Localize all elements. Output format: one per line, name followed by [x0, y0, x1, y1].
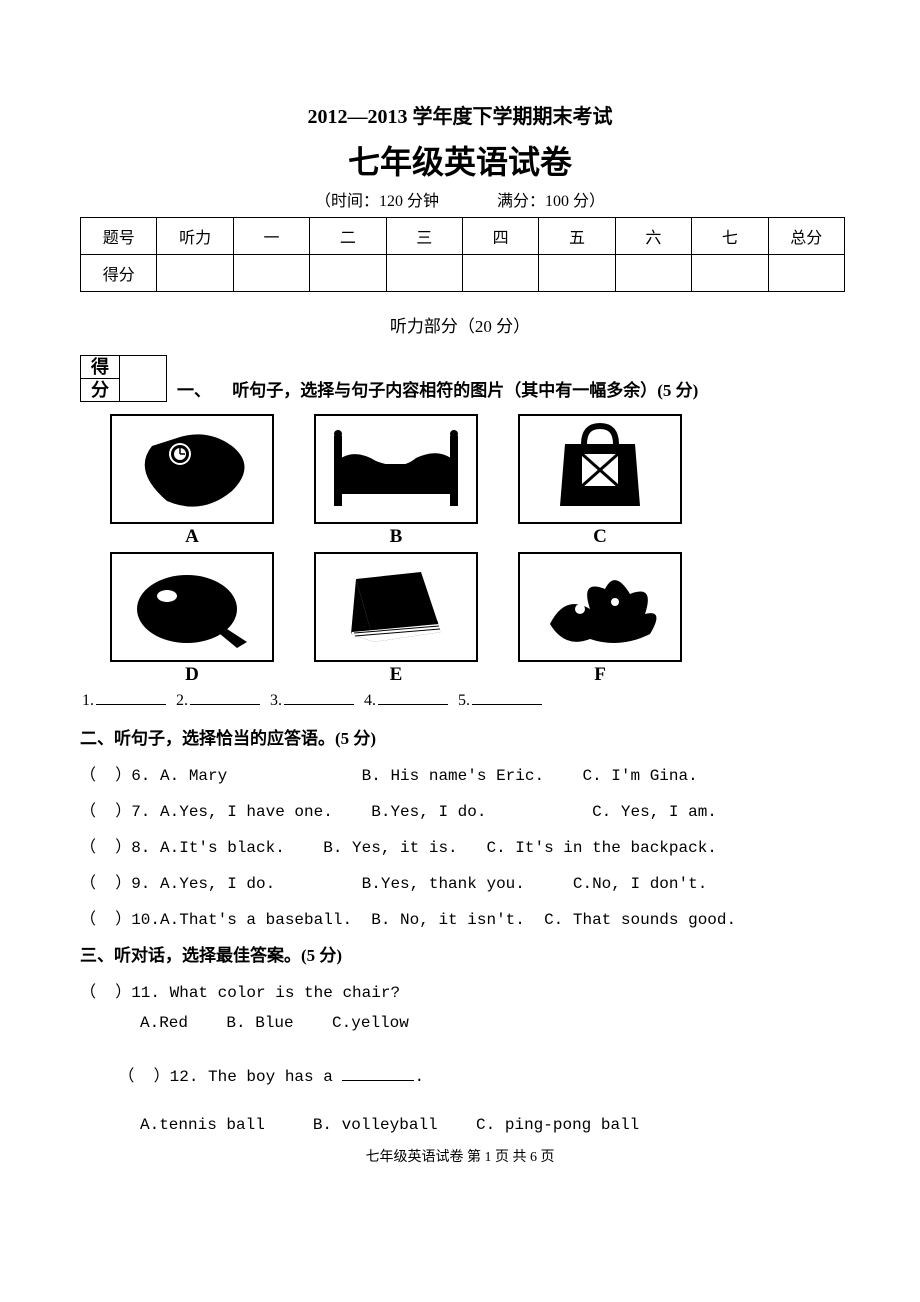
blank-input[interactable]	[472, 690, 542, 705]
td-blank[interactable]	[768, 255, 844, 292]
fullmarks-label: 满分：100 分）	[497, 193, 605, 210]
th: 总分	[768, 218, 844, 255]
bag-icon	[520, 416, 680, 522]
blank-input[interactable]	[96, 690, 166, 705]
image-cell-f: F	[518, 552, 682, 686]
exam-page: 2012—2013 学年度下学期期末考试 七年级英语试卷 （时间：120 分钟 …	[0, 0, 920, 1302]
th: 四	[462, 218, 538, 255]
td-blank[interactable]	[539, 255, 615, 292]
q2-item: （ ）10.A.That's a baseball. B. No, it isn…	[80, 905, 840, 929]
blank-label: 3.	[270, 692, 282, 709]
picture-book	[314, 552, 478, 662]
q2-item: （ ）9. A.Yes, I do. B.Yes, thank you. C.N…	[80, 869, 840, 893]
header-meta: （时间：120 分钟 满分：100 分）	[80, 187, 840, 211]
answer-blanks: 1. 2. 3. 4. 5.	[82, 690, 840, 710]
q1-heading: 一、 听句子，选择与句子内容相符的图片（其中有一幅多余）(5 分)	[177, 376, 698, 402]
td-blank[interactable]	[462, 255, 538, 292]
q12-line: （ ）12. The boy has a .	[80, 1044, 840, 1104]
th: 一	[233, 218, 309, 255]
q2-heading: 二、听句子，选择恰当的应答语。(5 分)	[80, 724, 840, 749]
q1-row: 得 分 一、 听句子，选择与句子内容相符的图片（其中有一幅多余）(5 分)	[80, 355, 840, 402]
q1-text: 听句子，选择与句子内容相符的图片（其中有一幅多余）(5 分)	[232, 381, 698, 400]
td-label: 得分	[81, 255, 157, 292]
image-cell-d: D	[110, 552, 274, 686]
th: 二	[310, 218, 386, 255]
td-blank[interactable]	[692, 255, 768, 292]
image-cell-a: A	[110, 414, 274, 548]
picture-bed	[314, 414, 478, 524]
blank-input[interactable]	[284, 690, 354, 705]
header-title: 2012—2013 学年度下学期期末考试	[80, 100, 840, 129]
plant-icon	[520, 554, 680, 660]
th: 六	[615, 218, 691, 255]
q3-heading: 三、听对话，选择最佳答案。(5 分)	[80, 941, 840, 966]
q2-item: （ ）6. A. Mary B. His name's Eric. C. I'm…	[80, 761, 840, 785]
picture-watch	[110, 414, 274, 524]
mini-score-box: 得 分	[80, 355, 167, 402]
q12-pre: （ ）12. The boy has a	[118, 1068, 342, 1086]
td-blank[interactable]	[233, 255, 309, 292]
image-row: A B	[110, 414, 840, 548]
img-label: F	[518, 664, 682, 686]
table-row: 题号 听力 一 二 三 四 五 六 七 总分	[81, 218, 845, 255]
th: 题号	[81, 218, 157, 255]
time-label: （时间：120 分钟	[315, 193, 439, 210]
image-grid: A B	[110, 414, 840, 686]
blank-input[interactable]	[378, 690, 448, 705]
listening-section-title: 听力部分（20 分）	[80, 312, 840, 337]
table-row: 得分	[81, 255, 845, 292]
th: 五	[539, 218, 615, 255]
td-blank[interactable]	[615, 255, 691, 292]
img-label: A	[110, 526, 274, 548]
q11-options: A.Red B. Blue C.yellow	[140, 1014, 840, 1032]
img-label: D	[110, 664, 274, 686]
img-label: E	[314, 664, 478, 686]
picture-bag	[518, 414, 682, 524]
mini-label: 分	[81, 379, 120, 402]
image-cell-b: B	[314, 414, 478, 548]
q12-post: .	[414, 1068, 424, 1086]
q2-item: （ ）8. A.It's black. B. Yes, it is. C. It…	[80, 833, 840, 857]
img-label: B	[314, 526, 478, 548]
td-blank[interactable]	[310, 255, 386, 292]
image-row: D E	[110, 552, 840, 686]
picture-object	[110, 552, 274, 662]
page-footer: 七年级英语试卷 第 1 页 共 6 页	[80, 1146, 840, 1166]
th: 三	[386, 218, 462, 255]
q1-prefix: 一、	[177, 381, 211, 400]
blank-input[interactable]	[342, 1080, 414, 1081]
img-label: C	[518, 526, 682, 548]
bed-icon	[316, 416, 476, 522]
q11-line: （ ）11. What color is the chair?	[80, 978, 840, 1002]
q12-options: A.tennis ball B. volleyball C. ping-pong…	[140, 1116, 840, 1134]
blank-label: 2.	[176, 692, 188, 709]
image-cell-c: C	[518, 414, 682, 548]
th: 听力	[157, 218, 233, 255]
blank-input[interactable]	[190, 690, 260, 705]
td-blank[interactable]	[386, 255, 462, 292]
td-blank[interactable]	[157, 255, 233, 292]
blank-label: 5.	[458, 692, 470, 709]
blob-icon	[112, 554, 272, 660]
image-cell-e: E	[314, 552, 478, 686]
header-subtitle: 七年级英语试卷	[80, 137, 840, 183]
book-icon	[316, 554, 476, 660]
th: 七	[692, 218, 768, 255]
score-table: 题号 听力 一 二 三 四 五 六 七 总分 得分	[80, 217, 845, 292]
blank-label: 1.	[82, 692, 94, 709]
blank-label: 4.	[364, 692, 376, 709]
mini-label: 得	[81, 356, 120, 379]
q2-item: （ ）7. A.Yes, I have one. B.Yes, I do. C.…	[80, 797, 840, 821]
watch-icon	[112, 416, 272, 522]
picture-plant	[518, 552, 682, 662]
mini-blank[interactable]	[120, 356, 167, 402]
